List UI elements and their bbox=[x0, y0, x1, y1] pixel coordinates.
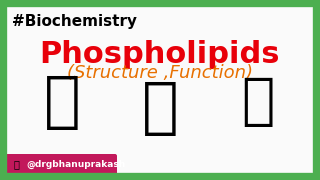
Text: (Structure ,Function): (Structure ,Function) bbox=[67, 64, 253, 82]
Text: 💪: 💪 bbox=[241, 75, 275, 129]
Text: Phospholipids: Phospholipids bbox=[40, 40, 280, 69]
Text: #Biochemistry: #Biochemistry bbox=[12, 14, 137, 29]
Text: 🫀: 🫀 bbox=[142, 78, 178, 138]
FancyBboxPatch shape bbox=[5, 154, 117, 175]
Text: @drgbhanuprakash: @drgbhanuprakash bbox=[26, 160, 125, 169]
Text: 📷: 📷 bbox=[14, 159, 20, 170]
Text: 🧠: 🧠 bbox=[44, 73, 80, 132]
